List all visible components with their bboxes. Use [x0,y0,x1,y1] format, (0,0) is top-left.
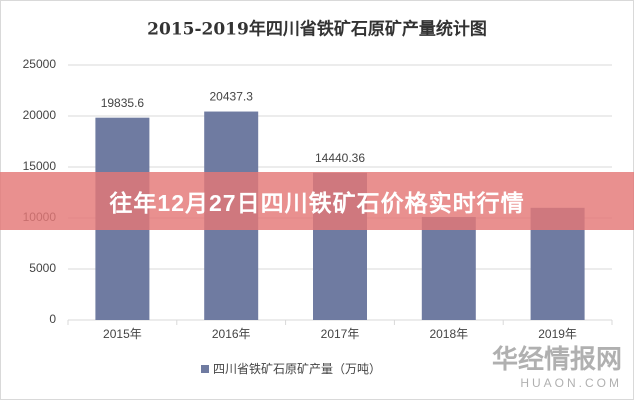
y-tick-label: 5000 [29,261,56,275]
y-tick-label: 20000 [23,108,57,122]
x-tick-label: 2017年 [321,327,360,341]
bar [421,216,476,320]
legend-label: 四川省铁矿石原矿产量（万吨） [213,362,381,376]
y-tick-label: 0 [49,312,56,326]
watermark: 华经情报网 HUAON.COM [492,339,622,390]
banner: 往年12月27日四川铁矿石价格实时行情 [0,172,634,230]
x-tick-label: 2016年 [212,327,251,341]
y-tick-label: 15000 [23,159,57,173]
x-tick-label: 2019年 [538,327,577,341]
watermark-name: 华经情报网 [491,345,622,375]
x-tick-label: 2018年 [429,327,468,341]
value-label: 20437.3 [210,90,254,104]
chart-title: 2015-2019年四川省铁矿石原矿产量统计图 [147,19,487,40]
value-label: 14440.36 [315,151,365,165]
x-tick-label: 2015年 [103,327,142,341]
value-label: 19835.6 [101,96,145,110]
watermark-site: HUAON.COM [520,376,622,390]
y-tick-label: 25000 [23,57,57,71]
legend-swatch [201,365,209,373]
